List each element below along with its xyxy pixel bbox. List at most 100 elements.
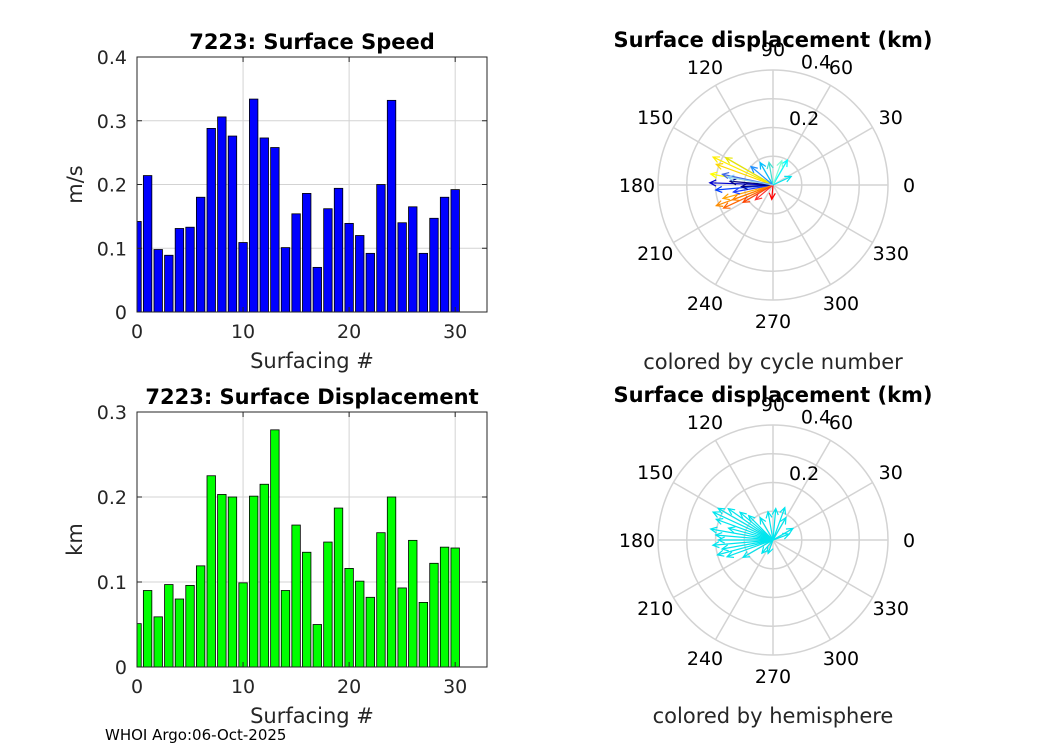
angle-tick-label: 120 bbox=[687, 412, 723, 434]
arrow-head bbox=[741, 196, 751, 203]
bar bbox=[291, 213, 301, 313]
bar bbox=[376, 184, 386, 313]
arrow-head bbox=[731, 194, 740, 202]
arrow-head bbox=[741, 551, 751, 558]
angle-tick-label: 180 bbox=[619, 530, 655, 552]
displacement-arrow bbox=[716, 539, 774, 557]
arrow-head bbox=[732, 187, 741, 195]
displacement-arrow bbox=[771, 507, 779, 541]
arrow-head bbox=[749, 165, 758, 174]
arrow-shaft bbox=[727, 176, 774, 186]
angle-tick-label: 270 bbox=[755, 666, 791, 688]
displacement-arrow bbox=[725, 539, 774, 559]
displacement-arrow bbox=[720, 539, 774, 552]
bar bbox=[259, 137, 269, 313]
chart-title: 7223: Surface Displacement bbox=[145, 385, 478, 409]
arrow-shaft bbox=[723, 184, 774, 209]
arrow-head bbox=[714, 518, 724, 525]
arrow-shaft bbox=[710, 528, 774, 541]
angle-tick-label: 150 bbox=[637, 107, 673, 129]
y-tick-label: 0.2 bbox=[97, 175, 127, 197]
displacement-arrow bbox=[716, 536, 773, 544]
arrow-shaft bbox=[772, 507, 786, 541]
arrow-head bbox=[768, 192, 776, 201]
bar bbox=[195, 196, 206, 313]
y-tick-label: 0.3 bbox=[97, 111, 127, 133]
displacement-arrow bbox=[759, 161, 774, 186]
radial-tick-label: 0.4 bbox=[801, 407, 831, 429]
polar-subtitle: colored by cycle number bbox=[643, 350, 903, 374]
arrow-shaft bbox=[772, 527, 794, 541]
displacement-arrow bbox=[709, 526, 774, 541]
bar bbox=[323, 541, 333, 668]
displacement-arrow bbox=[727, 526, 774, 541]
arrow-shaft bbox=[721, 539, 774, 550]
displacement-arrow bbox=[721, 184, 774, 201]
bar bbox=[418, 602, 429, 668]
bar bbox=[355, 580, 365, 668]
bar bbox=[344, 222, 354, 313]
y-tick-label: 0.3 bbox=[97, 402, 127, 424]
arrow-shaft bbox=[717, 507, 774, 541]
arrow-shaft bbox=[716, 518, 774, 541]
arrow-shaft bbox=[772, 159, 788, 186]
bar bbox=[217, 116, 227, 313]
y-tick-label: 0 bbox=[115, 657, 127, 679]
arrow-head bbox=[717, 507, 726, 515]
bar bbox=[408, 539, 418, 668]
bar bbox=[397, 222, 407, 313]
polar-spoke bbox=[714, 184, 774, 285]
polar-spoke bbox=[772, 539, 873, 599]
displacement-arrow bbox=[759, 516, 774, 541]
bar bbox=[302, 551, 312, 668]
x-tick-label: 20 bbox=[337, 321, 361, 343]
arrow-head bbox=[716, 536, 725, 544]
x-tick-label: 30 bbox=[443, 676, 467, 698]
arrow-head bbox=[714, 185, 723, 194]
arrow-head bbox=[738, 511, 747, 519]
angle-tick-label: 330 bbox=[873, 243, 909, 265]
arrow-shaft bbox=[732, 184, 774, 201]
displacement-arrow bbox=[728, 178, 774, 186]
bar bbox=[365, 252, 375, 313]
arrow-head bbox=[726, 174, 735, 182]
bar bbox=[280, 247, 291, 313]
bar bbox=[333, 507, 344, 668]
arrow-head bbox=[759, 516, 767, 525]
angle-tick-label: 240 bbox=[687, 648, 723, 670]
angle-tick-label: 60 bbox=[829, 57, 853, 79]
bar bbox=[206, 475, 216, 668]
bar bbox=[355, 235, 365, 313]
x-tick-label: 0 bbox=[131, 321, 143, 343]
displacement-arrow bbox=[765, 510, 774, 541]
angle-tick-label: 240 bbox=[687, 293, 723, 315]
arrow-head bbox=[771, 507, 779, 516]
bar bbox=[439, 546, 450, 668]
displacement-arrow bbox=[726, 174, 774, 186]
arrow-shaft bbox=[772, 533, 790, 541]
radial-tick-label: 0.4 bbox=[801, 52, 831, 74]
angle-tick-label: 90 bbox=[761, 39, 785, 61]
bar bbox=[206, 127, 216, 313]
x-tick-label: 30 bbox=[443, 321, 467, 343]
angle-tick-label: 300 bbox=[823, 293, 859, 315]
y-axis-label: km bbox=[63, 523, 87, 556]
y-tick-label: 0.1 bbox=[97, 572, 127, 594]
bar bbox=[280, 590, 291, 668]
displacement-chart: 0 10 20 30 0 0.1 0.2 0.3 7223: Surface Displacem… bbox=[63, 385, 488, 728]
bar bbox=[429, 562, 439, 668]
polar-title: Surface displacement (km) bbox=[613, 28, 932, 52]
arrow-head bbox=[754, 193, 763, 201]
arrow-shaft bbox=[772, 160, 783, 186]
bar bbox=[195, 565, 206, 668]
arrow-head bbox=[722, 202, 731, 209]
axes-box bbox=[136, 411, 488, 668]
arrow-head bbox=[716, 549, 725, 557]
bar bbox=[153, 249, 163, 313]
arrow-head bbox=[721, 193, 731, 201]
bar bbox=[164, 254, 174, 313]
displacement-arrow bbox=[727, 507, 774, 541]
displacement-arrow bbox=[772, 532, 791, 541]
x-tick-label: 0 bbox=[131, 676, 143, 698]
bar bbox=[376, 532, 386, 668]
